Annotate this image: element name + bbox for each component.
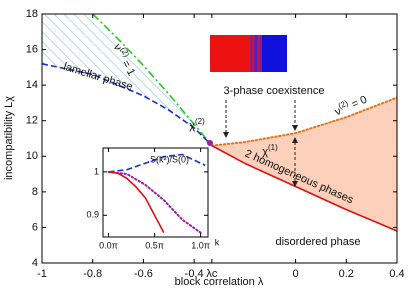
annotation-sup: (2): [195, 117, 205, 126]
y-tick-label: 8: [32, 186, 38, 198]
label-background: [225, 84, 323, 98]
phase-region: [42, 14, 212, 146]
triple-point: [207, 140, 213, 146]
y-tick-label: 10: [26, 150, 38, 162]
annotation: χ(2): [189, 117, 205, 132]
arrows: [223, 100, 298, 187]
x-tick-label: -0.4: [185, 268, 204, 280]
y-tick-label: 18: [26, 8, 38, 20]
x-tick-label: 0.2: [339, 268, 354, 280]
line-series: [108, 153, 206, 173]
y-tick-label: 14: [26, 79, 38, 91]
y-axis-label: incompatibility Lχ: [3, 96, 15, 180]
phase-region: [211, 97, 397, 231]
annotation: 3-phase coexistence: [224, 85, 325, 97]
annotation: χ(1): [262, 143, 278, 158]
annotation-sup: (2): [119, 46, 132, 59]
x-axis-label: block correlation λ: [175, 276, 264, 288]
plot-area: [42, 14, 397, 232]
plot-frame: [41, 13, 398, 264]
inset-plot: 0.0π 0.5π 1.0π 1 0.9 k S(k²)/S(0): [86, 147, 220, 250]
annotation: disordered phase: [275, 236, 360, 248]
plot-area: [107, 153, 206, 234]
morphology-illustration: [210, 35, 287, 72]
x-tick-label: λc: [206, 268, 218, 280]
line-series: [92, 14, 213, 147]
line-series: [42, 63, 213, 147]
x-tick-label: 1.0π: [191, 240, 210, 250]
annotation-sup: (1): [268, 143, 278, 152]
y-tick-label: 12: [26, 115, 38, 127]
y-tick-label: 6: [32, 221, 38, 233]
x-tick-label: -0.8: [83, 268, 102, 280]
line-series: [210, 96, 397, 147]
x-tick-label: 0.0π: [99, 240, 118, 250]
plot-frame: [102, 147, 209, 238]
y-tick-label: 16: [26, 43, 38, 55]
annotation-sup: (2): [337, 98, 350, 110]
x-axis-label: k: [215, 237, 220, 247]
annotation-text: ν: [111, 42, 124, 53]
x-tick-label: 0.5π: [145, 240, 164, 250]
x-tick-label: 0: [293, 268, 299, 280]
x-tick-label: -0.6: [134, 268, 153, 280]
annotation-text: disordered phase: [275, 236, 360, 248]
annotation-text: ν: [333, 105, 343, 118]
annotation-text: χ: [262, 146, 268, 158]
x-tick-label: 0.4: [389, 268, 404, 280]
annotation-text: 3-phase coexistence: [224, 85, 325, 97]
y-tick-label: 4: [32, 257, 38, 269]
annotation: S(k²)/S(0): [150, 154, 189, 164]
y-tick-label: 0.9: [86, 210, 99, 220]
annotation-text: = 0: [347, 94, 369, 113]
line-series: [108, 171, 165, 234]
line-series: [107, 170, 202, 234]
y-tick-label: 1: [94, 166, 99, 176]
x-tick-label: -1: [37, 268, 47, 280]
annotation-text: χ: [189, 120, 195, 132]
